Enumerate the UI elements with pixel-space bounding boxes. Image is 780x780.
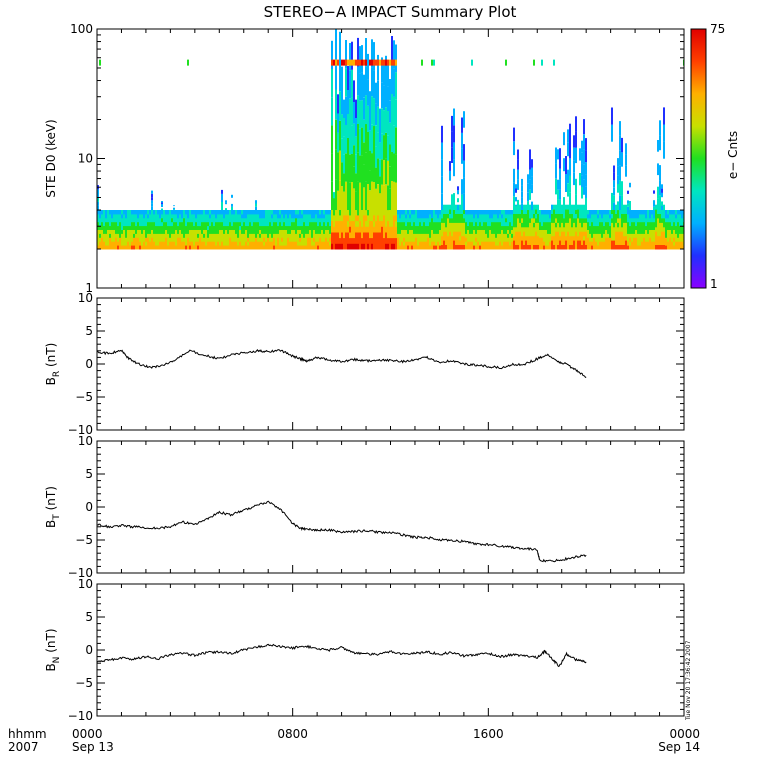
panel-3-ytick: 5	[85, 610, 93, 624]
panel-2-series	[96, 500, 587, 563]
panel-2-ylabel: BT (nT)	[44, 486, 62, 528]
panel-1-ytick: −10	[68, 423, 93, 437]
panel-frame	[96, 440, 685, 574]
xtick-label: 0000	[669, 727, 700, 741]
x-corner-top: hhmm	[8, 727, 47, 741]
panel-3-ylabel: BN (nT)	[44, 628, 62, 671]
panel-3: 10 5 0 −5 −10 BN (nT)	[44, 577, 685, 723]
xtick-label: 0000	[72, 727, 103, 741]
panel-0: 1 10 100 STE D0 (keV)	[44, 22, 685, 295]
panel-1: 10 5 0 −5 −10 BR (nT)	[44, 291, 685, 437]
panel-2-ytick: −10	[68, 566, 93, 580]
panel-3-ytick: −5	[75, 676, 93, 690]
panel-2: 10 5 0 −5 −10 BT (nT)	[44, 434, 685, 580]
panel-3-ytick: −10	[68, 709, 93, 723]
spectrogram-ytick: 1	[85, 281, 93, 295]
panel-2-ytick: 5	[85, 467, 93, 481]
panel-1-ytick: 5	[85, 324, 93, 338]
plot-title: STEREO−A IMPACT Summary Plot	[264, 3, 517, 21]
colorbar-min-label: 1	[710, 277, 718, 291]
panel-2-ytick: 10	[78, 434, 93, 448]
xtick-date-label: Sep 14	[658, 740, 700, 754]
panel-frame	[96, 297, 685, 431]
panel-3-series	[96, 643, 587, 668]
spectrogram-ylabel: STE D0 (keV)	[44, 119, 58, 198]
panel-frame	[96, 583, 685, 717]
xtick-date-label: Sep 13	[72, 740, 114, 754]
creation-timestamp: Tue Nov 20 17:36:42 2007	[685, 640, 692, 721]
panel-1-series	[96, 348, 587, 378]
xtick-label: 0800	[277, 727, 308, 741]
panel-1-ytick: 10	[78, 291, 93, 305]
panel-1-ytick: 0	[85, 357, 93, 371]
panel-3-ytick: 10	[78, 577, 93, 591]
x-corner-bottom: 2007	[8, 740, 39, 754]
panel-3-ytick: 0	[85, 643, 93, 657]
colorbar-max-label: 75	[710, 22, 725, 36]
electron-spectrogram	[97, 29, 684, 250]
xtick-label: 1600	[473, 727, 504, 741]
spectrogram-ytick: 10	[78, 152, 93, 166]
colorbar-label: e− Cnts	[726, 131, 740, 179]
panel-2-ytick: −5	[75, 533, 93, 547]
spectrogram-ytick: 100	[70, 22, 93, 36]
colorbar	[690, 28, 707, 289]
panel-1-ytick: −5	[75, 390, 93, 404]
panel-1-ylabel: BR (nT)	[44, 343, 62, 386]
panel-2-ytick: 0	[85, 500, 93, 514]
